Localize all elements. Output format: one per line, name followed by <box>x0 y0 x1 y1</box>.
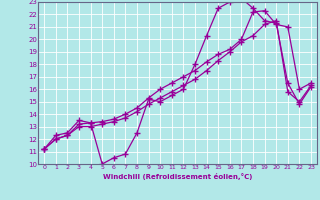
X-axis label: Windchill (Refroidissement éolien,°C): Windchill (Refroidissement éolien,°C) <box>103 173 252 180</box>
